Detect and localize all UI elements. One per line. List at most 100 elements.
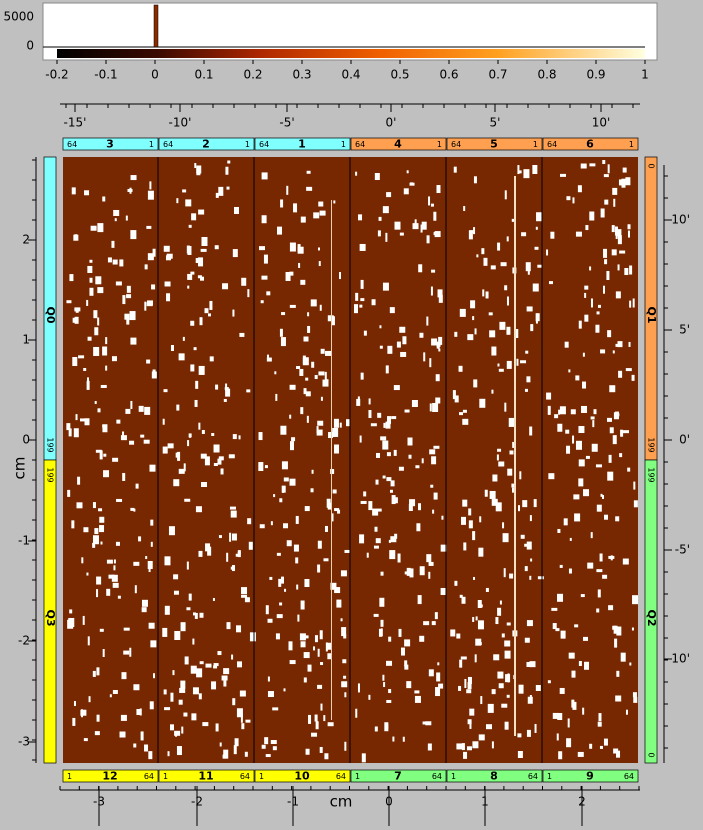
hit xyxy=(382,282,389,291)
module-id: 8 xyxy=(490,770,498,783)
hit xyxy=(182,336,185,341)
hit xyxy=(163,245,170,252)
hit xyxy=(72,717,76,726)
hit xyxy=(463,542,467,551)
hit xyxy=(259,246,266,251)
hit xyxy=(426,554,432,563)
histogram-tick-label: 5000 xyxy=(3,10,34,24)
colorbar xyxy=(57,49,645,58)
hit xyxy=(478,734,485,741)
hit xyxy=(71,187,76,195)
hit xyxy=(534,723,537,733)
hit xyxy=(589,266,592,271)
hit xyxy=(197,275,202,279)
hit xyxy=(406,681,412,689)
hit xyxy=(267,691,274,698)
hit xyxy=(146,225,152,229)
hit xyxy=(578,478,584,487)
hit xyxy=(298,262,301,268)
hit xyxy=(138,536,142,542)
hit xyxy=(557,528,561,533)
hit xyxy=(393,385,400,391)
hit xyxy=(404,664,409,670)
module-id: 10 xyxy=(294,770,310,783)
hit xyxy=(485,724,492,730)
hit xyxy=(606,270,610,280)
hit xyxy=(307,664,312,672)
hit xyxy=(476,254,479,258)
hit xyxy=(360,298,365,302)
hit xyxy=(461,596,466,604)
hit xyxy=(566,445,571,454)
hit xyxy=(275,393,278,401)
hit xyxy=(146,300,153,306)
hit xyxy=(572,197,575,204)
colorbar-tick-label: 0 xyxy=(151,68,159,82)
hit xyxy=(130,400,133,409)
hit xyxy=(430,286,433,296)
hit xyxy=(231,533,237,541)
hit xyxy=(632,692,637,698)
hit xyxy=(119,259,124,267)
hit xyxy=(149,464,156,472)
hit xyxy=(231,654,234,660)
hit xyxy=(316,429,323,436)
hit xyxy=(100,384,107,388)
hit xyxy=(532,283,539,292)
hit xyxy=(317,648,320,657)
hit xyxy=(163,389,168,393)
hit xyxy=(386,452,391,457)
hit xyxy=(303,677,307,683)
hit xyxy=(261,172,268,180)
hit xyxy=(524,566,528,572)
hit xyxy=(490,265,496,270)
hit xyxy=(217,651,222,656)
hit xyxy=(489,330,496,338)
hit xyxy=(532,164,538,174)
hit xyxy=(386,660,393,666)
hit xyxy=(467,334,474,341)
hit xyxy=(225,166,229,175)
hit xyxy=(571,699,575,708)
hit xyxy=(402,736,405,742)
hit xyxy=(497,671,504,679)
hit xyxy=(220,468,224,475)
hit xyxy=(475,638,482,646)
hit xyxy=(317,564,321,573)
hit xyxy=(375,479,379,485)
hit xyxy=(198,365,205,375)
hit xyxy=(123,627,130,631)
hit xyxy=(317,540,322,549)
hit xyxy=(173,590,179,595)
hit xyxy=(550,231,555,239)
hit xyxy=(299,633,306,641)
hit xyxy=(102,196,106,202)
left-axis-tick-label: -3 xyxy=(18,735,30,749)
hit xyxy=(112,259,118,265)
hit xyxy=(596,569,603,573)
hit xyxy=(214,245,219,250)
hit xyxy=(209,356,214,362)
hit xyxy=(615,516,620,522)
hit xyxy=(222,283,229,290)
hit xyxy=(188,434,191,438)
hit xyxy=(297,244,301,253)
hit xyxy=(188,593,192,601)
hit xyxy=(248,541,253,550)
hit xyxy=(435,687,441,697)
hit xyxy=(198,422,201,430)
hit xyxy=(139,708,142,716)
hit xyxy=(228,454,235,459)
hit xyxy=(120,714,127,721)
hit xyxy=(306,170,311,174)
hit xyxy=(270,521,273,526)
hit xyxy=(473,576,476,580)
hit xyxy=(164,707,171,711)
hit xyxy=(289,441,294,451)
hit xyxy=(126,294,132,299)
hit xyxy=(536,212,543,222)
hit xyxy=(99,628,104,632)
hit xyxy=(374,173,380,181)
hit-pixels xyxy=(66,160,639,763)
hit xyxy=(529,515,532,522)
